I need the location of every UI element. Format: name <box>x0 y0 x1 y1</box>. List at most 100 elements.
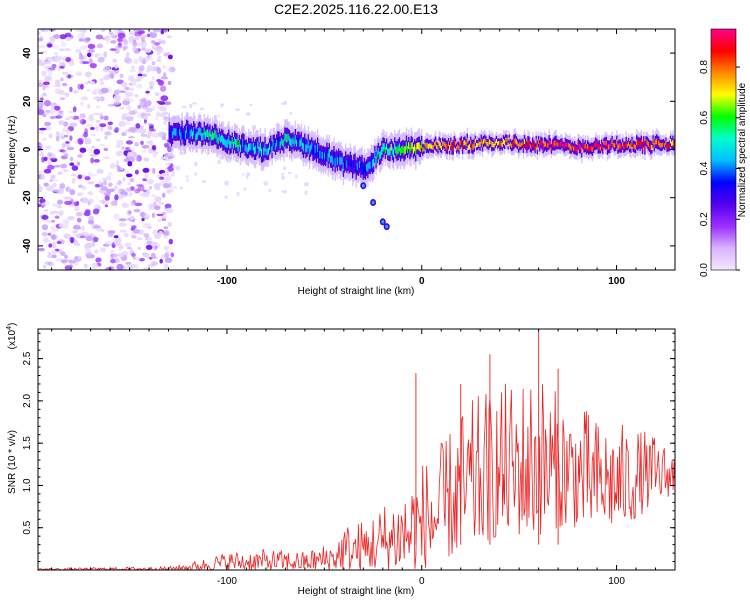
noise-blob <box>103 75 110 81</box>
colorbar-tick-label: 0.0 <box>699 263 710 277</box>
trace-core <box>473 142 475 148</box>
trace-core <box>425 142 428 149</box>
noise-blob <box>42 81 50 86</box>
trace-core <box>463 140 465 146</box>
noise-blob <box>47 164 55 170</box>
trace-core <box>285 134 287 143</box>
noise-blob <box>69 264 73 269</box>
noise-blob <box>289 112 293 115</box>
trace-core <box>271 146 273 153</box>
noise-blob <box>128 76 134 82</box>
noise-blob <box>60 41 66 48</box>
trace-core <box>410 142 412 151</box>
noise-blob <box>62 169 69 173</box>
trace-core <box>491 141 493 147</box>
noise-blob <box>64 254 69 259</box>
noise-blob <box>163 121 167 126</box>
noise-blob <box>103 115 109 121</box>
noise-blob <box>79 119 83 123</box>
colorbar-ticks: 0.0 0.2 0.4 0.6 0.8 <box>699 60 740 277</box>
noise-blob <box>72 89 79 94</box>
noise-blob <box>185 175 189 178</box>
noise-blob <box>135 156 140 162</box>
noise-blob <box>132 229 140 234</box>
noise-blob <box>76 192 82 197</box>
noise-blob <box>122 176 126 182</box>
noise-blob <box>117 32 126 39</box>
noise-blob <box>121 146 125 150</box>
noise-blob <box>69 122 78 127</box>
trace-core <box>186 125 188 134</box>
noise-blob <box>126 104 131 111</box>
noise-blob <box>235 108 240 111</box>
trace-core <box>340 156 342 166</box>
noise-blob <box>263 181 269 186</box>
noise-blob <box>69 162 75 166</box>
noise-blob <box>78 184 83 188</box>
noise-blob <box>69 156 74 162</box>
trace-core <box>367 163 369 172</box>
trace-core <box>170 131 173 141</box>
trace-core <box>298 137 300 145</box>
noise-blob <box>60 77 64 82</box>
noise-blob <box>54 88 61 94</box>
noise-blob <box>59 183 66 189</box>
trace-core <box>576 148 578 153</box>
noise-blob <box>137 237 143 241</box>
trace-core <box>401 146 403 154</box>
noise-blob <box>150 40 156 44</box>
noise-blob <box>199 107 204 111</box>
trace-core <box>571 144 574 149</box>
noise-blob <box>38 203 42 208</box>
snr-plot-area <box>38 329 675 570</box>
trace-core <box>429 143 431 148</box>
noise-blob <box>65 36 72 42</box>
trace-core <box>194 128 196 136</box>
trace-core <box>281 139 284 146</box>
trace-core <box>382 143 384 152</box>
noise-blob <box>121 115 128 120</box>
noise-blob <box>123 56 130 63</box>
colorbar: 0.0 0.2 0.4 0.6 0.8 Normalized spectral ampl… <box>699 28 748 277</box>
noise-blob <box>100 127 104 132</box>
trace-core <box>409 146 411 154</box>
trace-core <box>626 143 629 148</box>
noise-blob <box>107 182 113 187</box>
noise-blob <box>143 115 147 120</box>
noise-blob <box>49 210 55 216</box>
trace-core <box>426 142 429 149</box>
noise-blob <box>117 189 121 196</box>
noise-blob <box>127 161 133 167</box>
noise-blob <box>94 249 99 254</box>
noise-blob <box>130 215 135 220</box>
noise-blob <box>144 223 153 226</box>
noise-blob <box>117 252 125 258</box>
noise-blob <box>42 236 49 243</box>
noise-blob <box>125 140 133 145</box>
trace-core <box>244 144 246 152</box>
noise-blob <box>74 226 82 230</box>
colorbar-gradient <box>711 29 736 270</box>
trace-core <box>219 136 222 144</box>
noise-blob <box>94 53 102 56</box>
noise-blob <box>117 165 121 173</box>
trace-core <box>221 134 223 142</box>
noise-blob <box>108 172 112 176</box>
noise-blob <box>38 31 41 35</box>
noise-blob <box>39 151 45 157</box>
y-tick-label: 2.0 <box>22 393 33 407</box>
noise-blob <box>74 205 80 212</box>
noise-blob <box>105 38 110 44</box>
noise-blob <box>67 74 72 79</box>
trace-core <box>568 143 570 148</box>
noise-blob <box>83 263 88 269</box>
noise-blob <box>114 64 118 69</box>
noise-blob <box>110 40 117 44</box>
trace-core <box>644 145 646 151</box>
noise-blob <box>73 201 80 207</box>
trace-core <box>445 144 447 150</box>
trace-core <box>371 159 374 168</box>
noise-blob <box>58 120 65 124</box>
noise-blob <box>48 29 56 32</box>
noise-blob <box>64 200 73 205</box>
